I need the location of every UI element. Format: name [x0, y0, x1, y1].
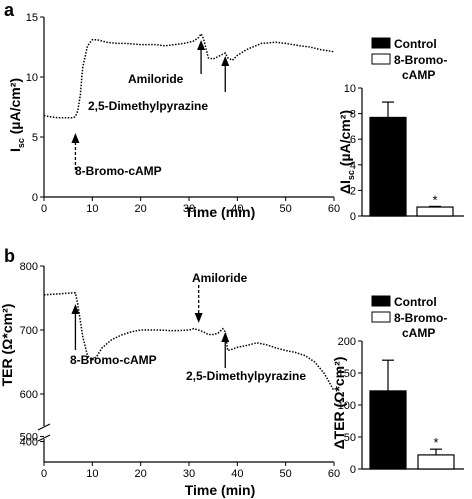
panel-b-inset-legend-label-bromo-2: cAMP [402, 326, 435, 340]
panel-b-x-tick-label: 30 [183, 468, 195, 480]
panel-b-inset-axes: 0 50 100 150 200 [338, 336, 464, 476]
panel-b-axis-break-upper [37, 423, 51, 431]
panel-b-annotations: 8-Bromo-cAMP Amiloride 2,5-Dimethylpyrazin… [70, 271, 306, 383]
panel-b-axis-break-lower [37, 434, 51, 442]
panel-a-inset-y-tick-label: 2 [350, 185, 356, 197]
panel-a-inset-ylabel: ΔIsc (µA/cm²) [337, 110, 356, 194]
panel-b-inset-bars: * [369, 359, 455, 470]
panel-b-x-tick-label: 10 [86, 468, 98, 480]
bromo-annotation-label: 8-Bromo-cAMP [75, 164, 162, 178]
panel-b-ylabel: TER (Ω*cm²) [0, 304, 15, 387]
panel-b-x-tick-label: 0 [41, 468, 47, 480]
panel-b-inset-legend-label-bromo-1: 8-Bromo- [394, 311, 447, 325]
panel-a-x-tick-label: 10 [86, 203, 98, 215]
panel-b-x-tick-label: 20 [135, 468, 147, 480]
panel-b-inset-y-tick-label: 150 [338, 368, 356, 380]
panel-a-bar-chart: Control 8-Bromo-cAMP 0 2 4 6 8 10 * ΔIsc (µA/c… [337, 37, 464, 223]
panel-a-xlabel: Time (min) [185, 204, 256, 220]
amiloride-arrow-head [194, 313, 203, 323]
amiloride-arrow-head [197, 40, 206, 50]
panel-a-x-tick-label: 50 [280, 203, 292, 215]
panel-a-inset-legend-label-bromo-1: 8-Bromo- [394, 53, 447, 67]
panel-a-annotations: 8-Bromo-cAMP Amiloride 2,5-Dimethylpyrazin… [71, 40, 230, 178]
panel-a-x-tick-label: 30 [183, 203, 195, 215]
panel-b-inset-y-tick-label: 100 [338, 400, 356, 412]
panel-b-y-tick-label: 700 [20, 325, 38, 337]
panel-a-x-tick-label: 20 [135, 203, 147, 215]
panel-b-y-tick-label: 400 [20, 437, 38, 449]
panel-a-inset-legend-label-control: Control [394, 37, 437, 51]
panel-b-y-tick-label: 500 [20, 431, 38, 443]
panel-a-inset-bar-1 [416, 206, 454, 217]
panel-a-line-chart: a 0 5 10 15 0 10 20 30 40 50 60 8-Bromo-cAMP Amilor… [4, 0, 340, 220]
panel-a-y-tick-label: 0 [32, 192, 38, 204]
panel-a-inset-bars: * [369, 101, 454, 217]
panel-a-ylabel: Isc (µA/cm²) [7, 78, 26, 152]
panel-b-inset-bar-0 [369, 390, 407, 470]
bromo-annotation-label: 8-Bromo-cAMP [70, 353, 157, 367]
panel-b-inset-significance-star: * [433, 435, 438, 450]
panel-a-series [43, 32, 335, 119]
panel-a-inset-y-tick-label: 6 [350, 134, 356, 146]
panel-a-inset-bar-0 [369, 116, 407, 217]
panel-b-inset-ylabel: ΔTER (Ω*cm²) [331, 357, 347, 450]
panel-a-inset-legend-label-bromo-2: cAMP [402, 68, 435, 82]
panel-a-inset-y-tick-label: 0 [350, 211, 356, 223]
panel-b-inset-legend-label-control: Control [394, 295, 437, 309]
panel-b-series [43, 292, 335, 392]
pyrazine-annotation-label: 2,5-Dimethylpyrazine [186, 369, 306, 383]
panel-a-series-line [43, 32, 335, 119]
panel-b-x-tick-label: 60 [328, 468, 340, 480]
panel-b-x-tick-label: 50 [280, 468, 292, 480]
panel-b-y-tick-label: 600 [20, 389, 38, 401]
panel-a-inset-y-tick-label: 10 [344, 83, 356, 95]
panel-a-inset-significance-star: * [432, 192, 437, 207]
panel-a-y-tick-label: 5 [32, 132, 38, 144]
panel-b-bar-chart: Control 8-Bromo-cAMP 0 50 100 150 200 * ΔTER … [331, 295, 464, 476]
panel-a-x-tick-label: 0 [41, 203, 47, 215]
panel-b-inset-bar-1 [417, 454, 455, 470]
panel-b-inset-y-tick-label: 0 [350, 464, 356, 476]
panel-b-inset-y-tick-label: 200 [338, 336, 356, 348]
panel-a-x-tick-label: 40 [231, 203, 243, 215]
panel-a-inset-y-tick-label: 8 [350, 109, 356, 121]
bromo-arrow-head [71, 133, 80, 143]
bromo-arrow-head [71, 304, 80, 314]
panel-a-inset-y-tick-label: 4 [350, 160, 356, 172]
panel-b-y-tick-label: 800 [20, 261, 38, 273]
panel-a-y-tick-label: 15 [26, 12, 38, 24]
panel-letter-b: b [4, 246, 15, 266]
panel-a-inset-legend-swatch-control [371, 37, 391, 49]
pyrazine-arrow-head [221, 332, 230, 342]
panel-b-xlabel: Time (min) [185, 482, 256, 498]
amiloride-annotation-label: Amiloride [128, 72, 184, 86]
panel-a-axes: 0 5 10 15 0 10 20 30 40 50 60 [26, 12, 340, 215]
pyrazine-arrow-head [221, 56, 230, 66]
panel-b-x-tick-label: 40 [231, 468, 243, 480]
panel-a-inset-legend-swatch-bromo [371, 53, 391, 65]
amiloride-annotation-label: Amiloride [192, 271, 248, 285]
panel-letter-a: a [4, 0, 15, 20]
panel-a-legend: Control 8-Bromo-cAMP [371, 37, 447, 82]
panel-b-legend: Control 8-Bromo-cAMP [371, 295, 447, 340]
panel-b-inset-y-tick-label: 50 [344, 432, 356, 444]
panel-b-inset-legend-swatch-bromo [371, 311, 391, 323]
panel-a-x-tick-label: 60 [328, 203, 340, 215]
panel-a-y-tick-label: 10 [26, 72, 38, 84]
pyrazine-annotation-label: 2,5-Dimethylpyrazine [88, 99, 208, 113]
panel-b-series-line [43, 292, 335, 392]
panel-b-inset-legend-swatch-control [371, 295, 391, 307]
